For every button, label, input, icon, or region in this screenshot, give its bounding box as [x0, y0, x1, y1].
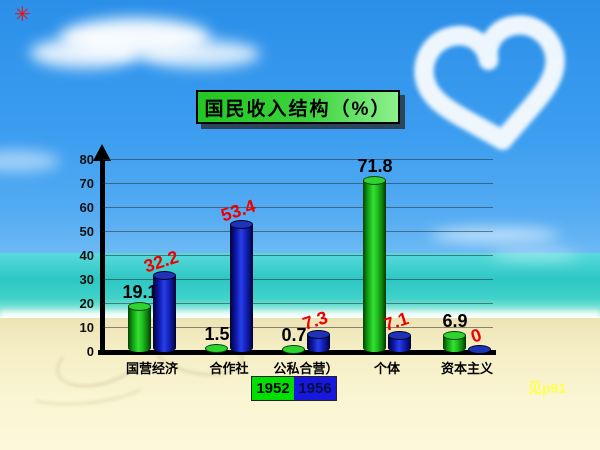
legend-item-1956: 1956 — [294, 377, 336, 400]
y-axis-tick-label: 0 — [86, 344, 94, 359]
bar-1956-个体 — [388, 331, 411, 352]
category-label: 合作社 — [209, 361, 249, 376]
bar-1952-国营经济 — [128, 302, 151, 352]
y-axis-tick-label: 20 — [79, 296, 94, 311]
category-label: 公私合营） — [273, 361, 339, 376]
bar-1952-公私合营） — [282, 345, 305, 354]
bar-top — [443, 331, 466, 340]
gridline — [103, 255, 493, 256]
value-label: 71.8 — [357, 156, 393, 176]
gridline — [103, 159, 493, 160]
gridline — [103, 279, 493, 280]
bar-top — [307, 330, 330, 339]
bar-top — [128, 302, 151, 311]
y-axis-tick-label: 70 — [79, 176, 94, 191]
y-axis-tick-label: 50 — [79, 224, 94, 239]
chart-title: 国民收入结构（%） — [196, 90, 400, 124]
y-axis-arrow-icon — [93, 144, 111, 161]
bar-top — [388, 331, 411, 340]
legend-item-1952: 1952 — [252, 377, 294, 400]
cloud — [30, 38, 140, 68]
y-axis-tick-label: 10 — [79, 320, 94, 335]
bar-top — [282, 345, 305, 354]
gridline — [103, 303, 493, 304]
red-asterisk-icon: ✳ — [14, 4, 31, 26]
heart-cloud — [414, 15, 565, 150]
gridline — [103, 207, 493, 208]
value-label: 1.5 — [204, 324, 230, 344]
bar-1956-合作社 — [230, 220, 253, 352]
y-axis-tick-label: 60 — [79, 200, 94, 215]
y-axis-tick-label: 40 — [79, 248, 94, 263]
bar-top — [230, 220, 253, 229]
value-label: 6.9 — [442, 311, 468, 331]
page-reference-note: 见p91 — [528, 380, 567, 396]
category-label: 国营经济 — [125, 361, 178, 376]
y-axis-tick-label: 30 — [79, 272, 94, 287]
gridline — [103, 183, 493, 184]
bar-top — [153, 271, 176, 280]
bar-1956-公私合营） — [307, 330, 330, 352]
gridline — [103, 231, 493, 232]
cloud — [140, 40, 260, 68]
y-axis — [100, 158, 105, 354]
gridline — [103, 327, 493, 328]
bar-1952-资本主义 — [443, 331, 466, 352]
cloud — [490, 250, 580, 260]
bar-top — [363, 176, 386, 185]
chart-legend: 1952 1956 — [251, 376, 337, 401]
value-label: 19.1 — [122, 282, 158, 302]
bar-1956-国营经济 — [153, 271, 176, 352]
bar-top — [468, 345, 491, 354]
bar-1952-合作社 — [205, 344, 228, 353]
bar-1956-资本主义 — [468, 345, 491, 354]
y-axis-tick-label: 80 — [79, 152, 94, 167]
category-label: 个体 — [373, 361, 400, 376]
bar-1952-个体 — [363, 176, 386, 352]
value-label: 0.7 — [281, 325, 307, 345]
category-label: 资本主义 — [440, 361, 493, 376]
cloud — [0, 150, 60, 172]
bar-top — [205, 344, 228, 353]
